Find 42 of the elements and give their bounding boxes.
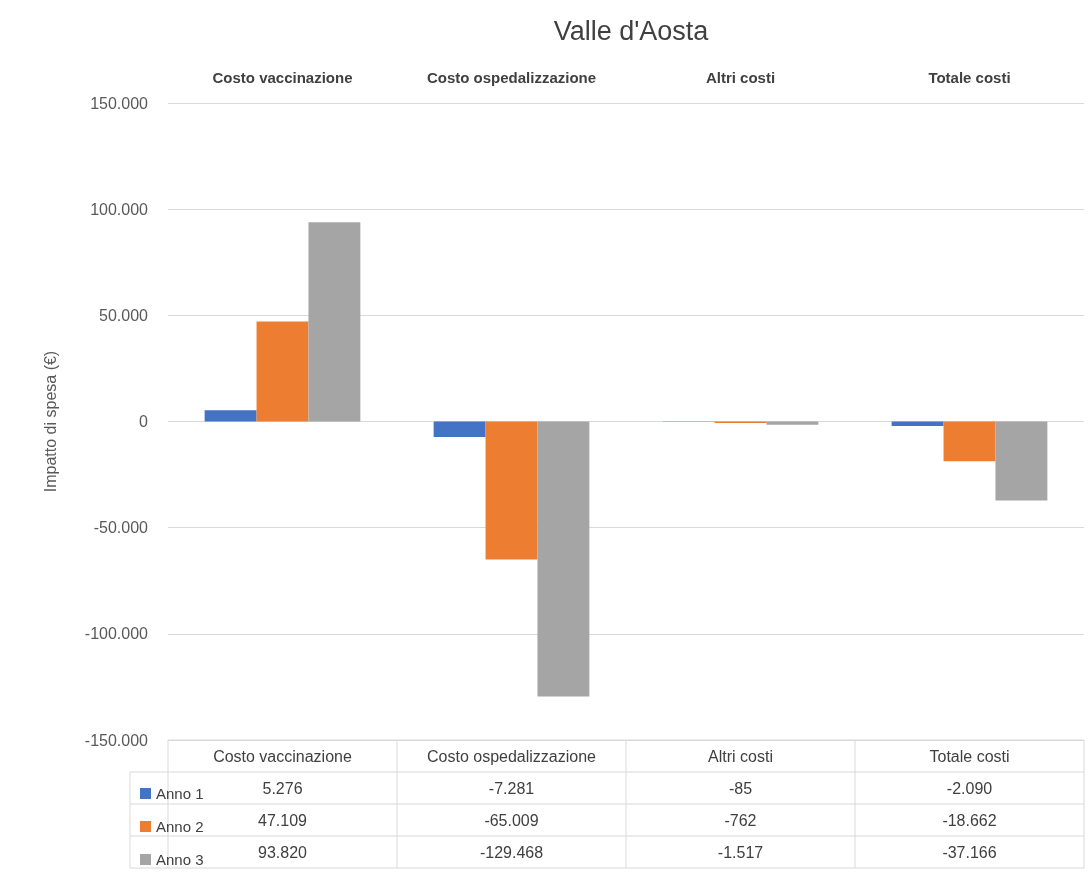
data-label: -762 bbox=[724, 811, 757, 829]
y-tick-label: 0 bbox=[139, 413, 149, 430]
data-label: -18.662 bbox=[942, 811, 997, 829]
bar bbox=[256, 321, 309, 422]
bar bbox=[995, 421, 1048, 501]
data-label: -1.517 bbox=[717, 843, 764, 861]
y-tick-label: 100.000 bbox=[90, 200, 149, 218]
category-label: Totale costi bbox=[928, 69, 1011, 86]
y-tick-label: -50.000 bbox=[93, 519, 149, 537]
legend-label: Anno 2 bbox=[156, 818, 204, 835]
bar bbox=[537, 421, 590, 697]
x-tick-label: Costo vaccinazione bbox=[213, 747, 352, 765]
bar bbox=[943, 421, 996, 462]
bar bbox=[433, 421, 486, 437]
data-label: -65.009 bbox=[484, 811, 539, 829]
category-label: Costo vaccinazione bbox=[212, 69, 353, 86]
y-tick-label: 150.000 bbox=[90, 94, 149, 112]
category-label: Costo ospedalizzazione bbox=[426, 69, 597, 86]
data-label: -2.090 bbox=[946, 779, 993, 797]
data-label: -37.166 bbox=[942, 843, 997, 861]
bar bbox=[204, 410, 257, 422]
y-axis-title: Impatto di spesa (€) bbox=[41, 350, 59, 493]
data-label: -85 bbox=[728, 779, 753, 797]
data-label: 5.276 bbox=[262, 779, 303, 797]
data-label: 47.109 bbox=[258, 811, 308, 829]
chart-title: Valle d'Aosta bbox=[553, 15, 710, 46]
bar bbox=[891, 421, 944, 426]
bar bbox=[308, 222, 361, 422]
data-label: 93.820 bbox=[258, 843, 308, 861]
y-tick-label: -150.000 bbox=[84, 731, 149, 749]
data-label: -7.281 bbox=[488, 779, 535, 797]
x-tick-label: Altri costi bbox=[708, 747, 773, 765]
category-label: Altri costi bbox=[705, 69, 776, 86]
x-tick-label: Totale costi bbox=[929, 747, 1010, 765]
y-tick-label: -100.000 bbox=[84, 625, 149, 643]
y-tick-label: 50.000 bbox=[99, 306, 149, 324]
bar bbox=[485, 421, 538, 560]
data-label: -129.468 bbox=[479, 843, 544, 861]
x-tick-label: Costo ospedalizzazione bbox=[427, 747, 597, 765]
legend-label: Anno 3 bbox=[156, 851, 204, 868]
bar bbox=[766, 421, 819, 425]
legend-label: Anno 1 bbox=[156, 785, 204, 802]
